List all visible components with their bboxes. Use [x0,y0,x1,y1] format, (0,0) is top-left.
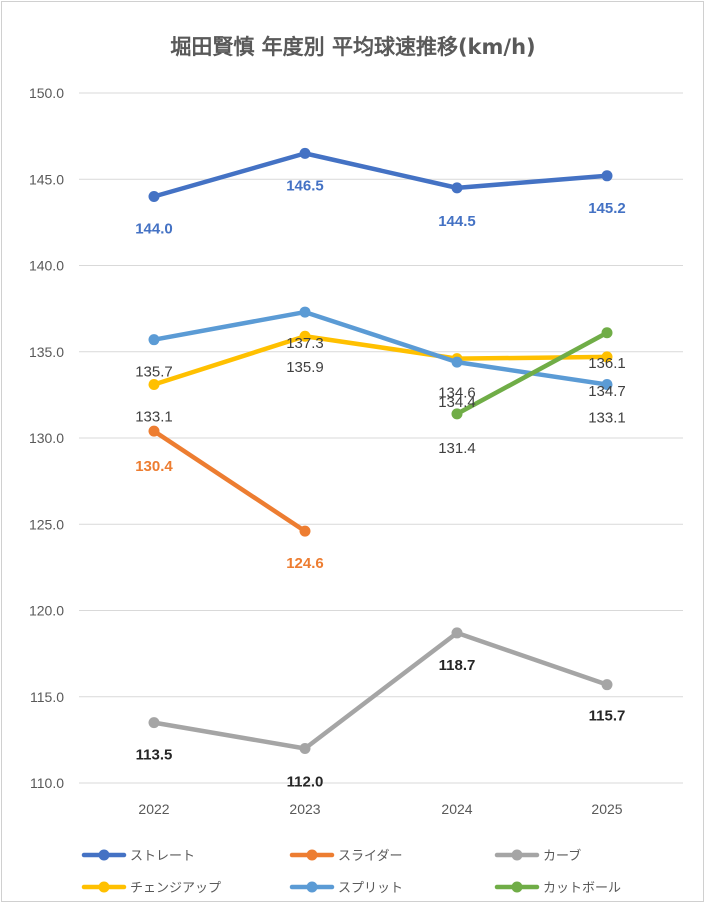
legend-label: スライダー [338,849,402,864]
legend-item: カーブ [494,848,581,864]
data-point [148,425,160,437]
y-tick-label: 145.0 [29,171,64,187]
series-line [151,428,308,534]
series-line [151,630,610,751]
data-point [601,170,613,182]
legend-label: スプリット [338,881,403,896]
data-point [601,351,613,363]
data-point [148,717,160,729]
x-tick-label: 2025 [591,801,622,817]
data-label: 135.7 [135,364,173,381]
legend-item: スライダー [289,849,402,864]
y-tick-label: 135.0 [29,344,64,360]
legend-label: カットボール [543,881,621,896]
data-point [451,408,463,420]
data-label: 131.4 [438,440,476,457]
data-label: 115.7 [589,708,626,725]
x-tick-label: 2022 [138,801,169,817]
chart-title: 堀田賢慎 年度別 平均球速推移(km/h) [170,35,535,59]
y-tick-label: 125.0 [29,516,64,532]
series-line [151,333,610,387]
legend-item: カットボール [494,881,621,896]
label-layer: 144.0 146.5 144.5 145.2 130.4 124.6 113.5 112.0… [135,177,626,790]
legend-swatch-marker [98,881,110,893]
data-label: 118.7 [439,657,476,674]
data-label: 145.2 [588,200,626,217]
legend-swatch-marker [306,849,318,861]
legend-item: ストレート [81,849,195,864]
data-point [451,182,463,194]
data-label: 130.4 [135,458,173,475]
legend-label: チェンジアップ [130,881,221,896]
data-label: 134.7 [588,383,626,400]
data-point [451,627,463,639]
y-tick-label: 110.0 [30,775,64,791]
grid-layer [79,92,683,784]
data-label: 134.4 [438,394,476,411]
data-point [299,743,311,754]
y-tick-label: 120.0 [29,603,64,619]
data-point [601,327,613,339]
data-point [601,379,613,391]
data-label: 113.5 [136,747,173,764]
legend-item: チェンジアップ [81,881,221,896]
data-point [299,330,311,342]
data-point [148,379,160,391]
data-point [601,679,613,691]
legend-swatch-marker [98,849,110,861]
x-tick-label: 2023 [289,801,320,817]
data-point [299,525,311,537]
data-label: 124.6 [286,555,324,572]
data-label: 112.0 [287,774,324,791]
data-label: 137.3 [286,335,324,352]
data-label: 144.5 [438,213,476,230]
legend-swatch-marker [511,881,523,893]
y-tick-label: 150.0 [29,85,64,101]
data-label: 135.9 [286,359,324,376]
legend-swatch-marker [511,849,523,861]
tick-layer: 110.0 115.0 120.0 125.0 130.0 135.0 140.0 145.0… [29,85,623,817]
legend-label: ストレート [130,849,195,864]
legend-label: カーブ [543,848,581,864]
data-point [451,356,463,368]
x-tick-label: 2024 [441,801,472,817]
y-tick-label: 140.0 [29,258,64,274]
series-line [454,330,610,417]
data-label: 146.5 [286,177,324,194]
y-tick-label: 115.0 [30,689,64,705]
legend-item: スプリット [289,881,403,896]
series-layer [148,147,613,754]
legend-swatch-marker [306,881,318,893]
data-label: 144.0 [135,221,173,238]
series-line [151,151,610,199]
data-label: 134.6 [438,385,476,402]
data-point [148,334,160,346]
data-label: 136.1 [588,355,626,372]
data-label: 133.1 [135,409,173,426]
data-point [299,306,311,318]
data-point [299,147,311,159]
data-point [148,191,160,202]
y-tick-label: 130.0 [29,430,64,446]
data-label: 133.1 [588,410,626,427]
